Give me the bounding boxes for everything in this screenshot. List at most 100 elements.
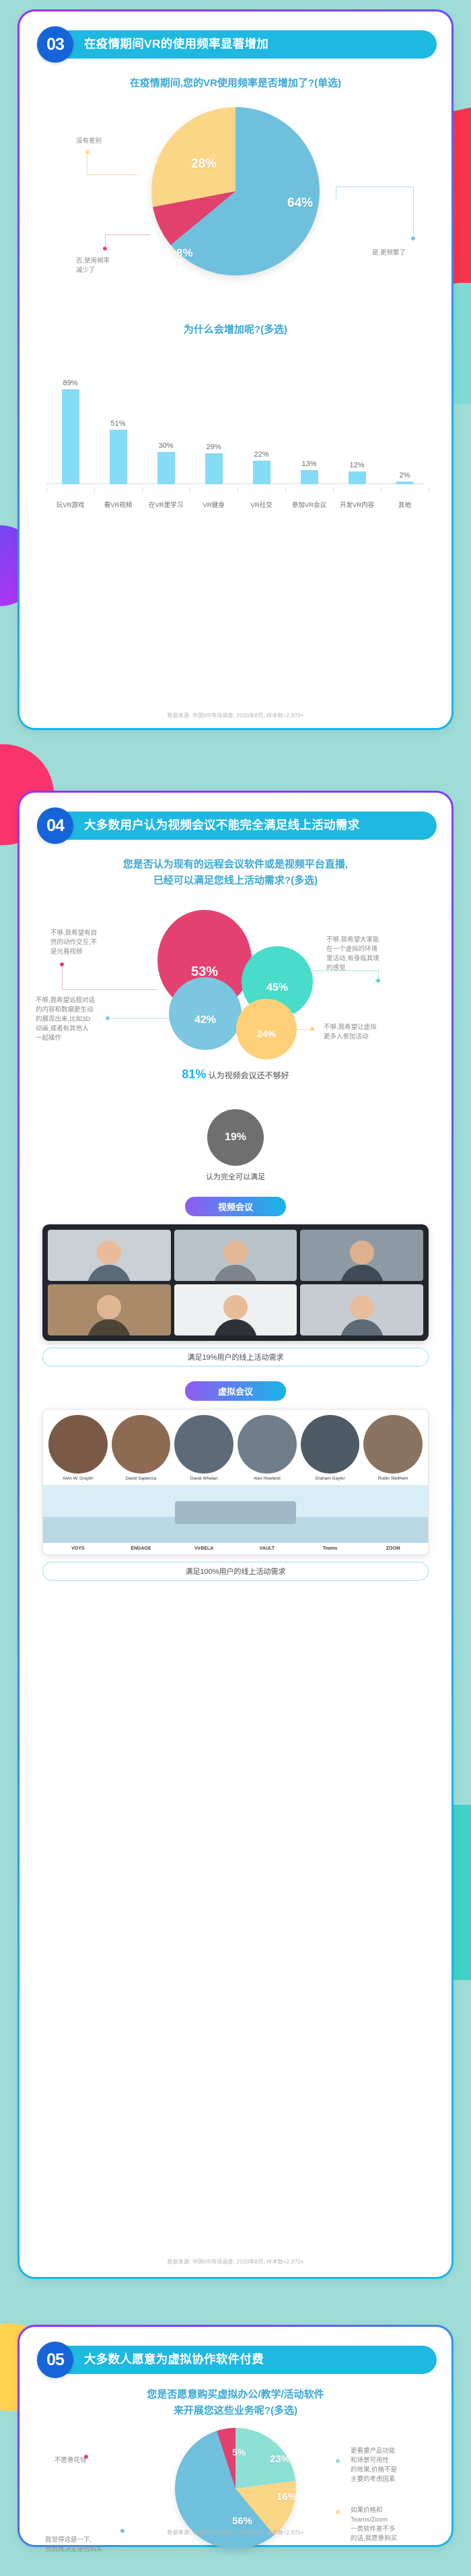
venn-callout-br-l2: 更多人参加活动 [324,1032,369,1041]
bar-axis-tick [381,488,382,492]
venn-callout-bl-l2: 的内容和数据更生动 [36,1005,94,1014]
bar-rect [300,469,318,484]
question-3-1: 在疫情期间,您的VR使用频率是否增加了?(单选) [129,77,342,89]
venn-callout-dot-br [310,1026,314,1031]
question-5-1-line2: 来开展您这些业务呢?(多选) [173,2404,298,2416]
pie-5-1-callout-dot-left [84,2454,88,2459]
venn-chart-4-1: 53% 45% 42% 24% 不够,我希望有自 然的动作交互,不 是光看视频 … [20,898,451,1100]
virtual-stage-screen [175,1501,296,1525]
bar-category-label: 看VR视频 [104,501,133,509]
section-05-title: 大多数人愿意为虚拟协作软件付费 [84,2352,264,2367]
bar-value-label: 30% [158,442,174,451]
bar-rect [348,471,366,484]
venn-callout-tr-l1: 不够,我希望大家能 [326,935,379,944]
venn-circle-24: 24% [236,998,297,1059]
section-03-header: 03 在疫情期间VR的使用频率显著增加 [37,26,437,63]
video-tile [174,1284,297,1335]
venn-callout-dot-tl [60,962,64,966]
virtual-meeting-caption: 满足100%用户的线上活动需求 [42,1562,429,1581]
partner-logo: Teams [322,1546,338,1552]
section-05-number: 05 [37,2342,73,2378]
avatar [363,1414,423,1474]
video-meeting-caption: 满足19%用户的线上活动需求 [42,1347,429,1366]
venn-callout-dot-tr [376,978,380,983]
pie-3-1-callout-more-frequent: 是,更频繁了 [372,249,406,257]
virtual-name-row: Alvin W. Graylin David Sapienza David Whel… [43,1475,428,1485]
bar-category-label: 开发VR内容 [339,501,375,509]
avatar [300,1414,360,1474]
bar-axis-tick [142,488,143,492]
bar-rect [157,452,175,484]
venn-callout-line-bl-h [108,1018,170,1019]
person-face [223,1295,248,1320]
bar-value-label: 22% [254,450,269,459]
pie-5-1-label-5: 5% [232,2446,246,2457]
video-tile [48,1284,171,1335]
pie-3-1-callout-line-pink-h [105,234,151,235]
avatar [111,1414,171,1474]
pie-5-1-callout-tr-l3: 的效果,价格不是 [351,2466,398,2474]
section-03-title-pill: 在疫情期间VR的使用频率显著增加 [55,30,437,59]
person-face [349,1241,374,1265]
section-05-number-text: 05 [46,2350,65,2369]
pie-5-1-callout-br-l1: 如果价格和 [351,2506,383,2514]
avatar-name: Alex Howland [253,1476,281,1482]
pie-5-1-callout-bl-l1: 我觉得这是一下, [45,2536,92,2544]
venn-callout-line-tr-h [313,970,379,971]
bar-value-label: 89% [63,378,78,387]
venn-callout-tl-l3: 是光看视频 [50,948,83,956]
person-face [97,1295,122,1320]
pie-3-1-callout-line-yellow-h [87,174,139,175]
pie-5-1-callout-tr-l2: 和场景可用性 [351,2456,390,2464]
grey-circle-19: 19% [207,1109,264,1166]
venn-callout-bl-l3: 的展现出来,比如3D [36,1015,91,1023]
venn-callout-tr-l3: 里活动,有身临其境 [326,954,379,962]
pie-3-1-callout-decreased-l2: 减少了 [76,266,96,274]
section-04-number-text: 04 [46,816,65,835]
bar-column: 29% [194,443,233,484]
venn-callout-bl-l4: 动画,或者有其他人 [36,1024,89,1032]
section-05-header: 05 大多数人愿意为虚拟协作软件付费 [37,2342,437,2378]
person-body [340,1319,384,1335]
pie-3-1-callout-dot-pink [103,246,107,251]
person-body [213,1264,257,1281]
question-3-2: 为什么会增加呢?(多选) [183,323,288,335]
pie-3-1-label-28: 28% [191,156,217,171]
venn-circle-42: 42% [169,977,242,1050]
partner-logo: ENGAGE [131,1546,151,1552]
venn-callout-line-tl-v [62,966,63,989]
pie-chart-5-1: 23% 16% 56% 5% 不愿意花钱 我觉得这是一下, 然后再决定是否购买 … [20,2421,451,2576]
bar-axis-tick [333,488,334,492]
question-4-1-line1: 您是否认为现有的远程会议软件或是视频平台直播, [122,859,349,870]
video-tile [174,1229,297,1281]
bar-value-label: 13% [301,459,317,468]
source-note-04: 数据来源: 中国VR市场调查, 2020年8月, 样本数=2,870+ [167,2259,304,2265]
video-tile [48,1229,171,1281]
pie-3-1-label-64: 64% [287,195,314,210]
pie-5-1-label-56: 56% [232,2515,253,2527]
partner-logo: VAULT [259,1546,275,1552]
person-face [223,1241,248,1265]
pie-5-1-callout-left: 不愿意花钱 [55,2456,87,2464]
section-04-title-pill: 大多数用户认为视频会议不能完全满足线上活动需求 [55,812,437,840]
video-tile [300,1229,423,1281]
pie-5-1-callout-dot-tr [336,2458,340,2463]
section-03-number: 03 [37,26,73,63]
bar-column: 51% [99,420,138,484]
venn-summary-text: 认为视频会议还不够好 [208,1070,289,1080]
pie-3-1-callout-decreased-l1: 否,使用频率 [76,257,110,265]
video-meeting-grid [48,1229,423,1335]
pie-3-1-graphic [151,106,320,275]
section-card-03: 03 在疫情期间VR的使用频率显著增加 在疫情期间,您的VR使用频率是否增加了?… [17,9,454,730]
bar-axis-tick [285,488,286,492]
tab-virtual-meeting[interactable]: 虚拟会议 [185,1381,286,1401]
pie-5-1-callout-bl-l2: 然后再决定是否购买 [45,2545,103,2553]
video-meeting-panel [42,1224,429,1341]
pie-3-1-label-8: 8% [176,246,193,259]
venn-summary-pct: 81% [182,1067,207,1081]
pie-3-1-callout-line-blue-v [413,186,414,238]
venn-callout-br-l1: 不够,我希望让虚拟 [324,1023,377,1031]
tab-video-meeting[interactable]: 视频会议 [185,1196,286,1216]
avatar-name: Alvin W. Graylin [62,1476,94,1482]
bar-column: 30% [147,442,186,484]
